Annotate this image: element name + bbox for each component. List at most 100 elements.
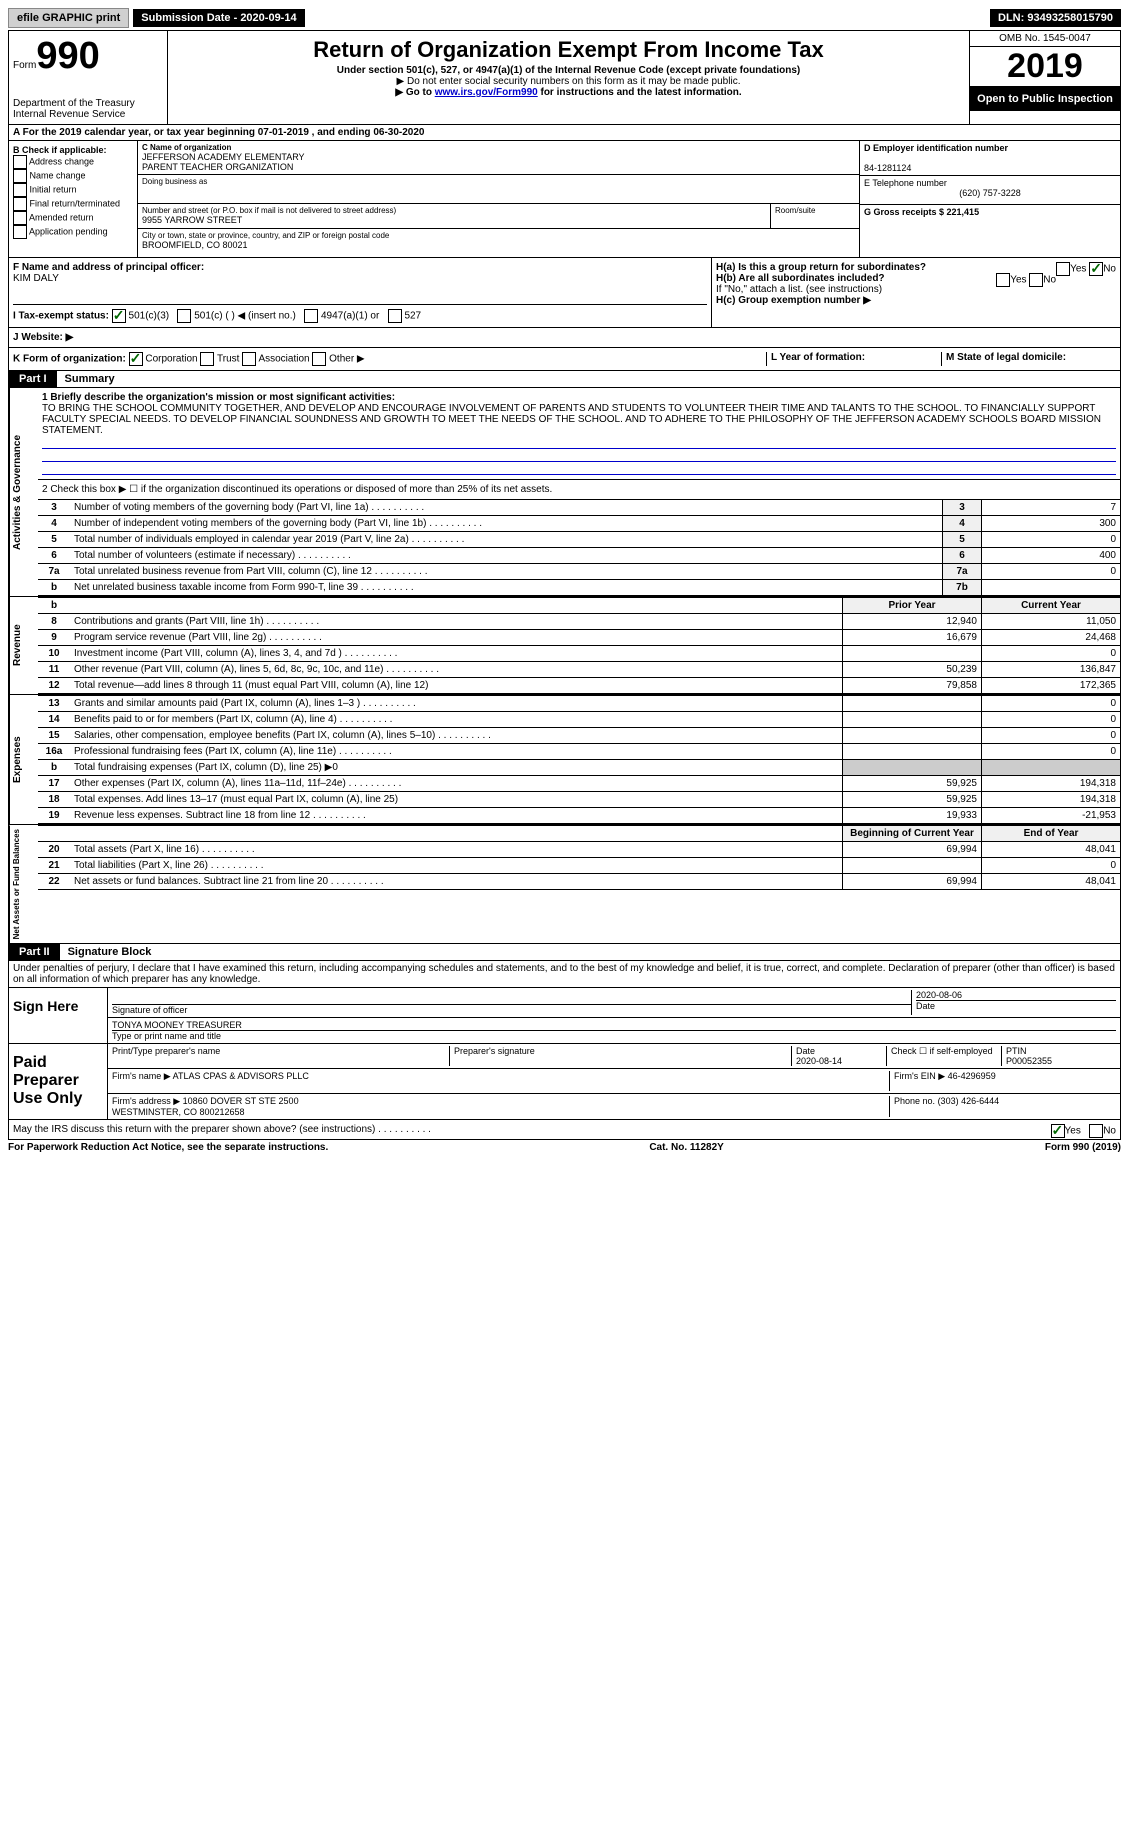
room-label: Room/suite xyxy=(775,206,855,215)
expenses-section: Expenses 13Grants and similar amounts pa… xyxy=(9,694,1120,824)
na-tab: Net Assets or Fund Balances xyxy=(9,825,38,943)
city-label: City or town, state or province, country… xyxy=(142,231,855,240)
table-row: 13Grants and similar amounts paid (Part … xyxy=(38,696,1120,712)
part1-label: Part I xyxy=(9,371,57,387)
hc-label: H(c) Group exemption number ▶ xyxy=(716,295,871,306)
officer-label: F Name and address of principal officer: xyxy=(13,262,204,273)
application-pending-checkbox[interactable] xyxy=(13,225,27,239)
prep-date-label: Date xyxy=(796,1046,815,1056)
org-name: JEFFERSON ACADEMY ELEMENTARY PARENT TEAC… xyxy=(142,152,855,172)
preparer-sig-label: Preparer's signature xyxy=(450,1046,792,1066)
name-change-label: Name change xyxy=(30,170,86,180)
form-header: Form990 Department of the Treasury Inter… xyxy=(9,31,1120,125)
part1-header: Part I Summary xyxy=(9,371,1120,388)
discuss-yes-checkbox[interactable] xyxy=(1051,1124,1065,1138)
col-deg: D Employer identification number 84-1281… xyxy=(859,141,1120,257)
form-title-block: Return of Organization Exempt From Incom… xyxy=(168,31,969,124)
self-employed-label: Check ☐ if self-employed xyxy=(887,1046,1002,1066)
501c3-checkbox[interactable] xyxy=(112,309,126,323)
501c-checkbox[interactable] xyxy=(177,309,191,323)
table-row: 7aTotal unrelated business revenue from … xyxy=(38,564,1120,580)
dba-label: Doing business as xyxy=(142,177,855,186)
corp-label: Corporation xyxy=(145,354,197,365)
table-row: 12Total revenue—add lines 8 through 11 (… xyxy=(38,678,1120,694)
net-assets-section: Net Assets or Fund Balances Beginning of… xyxy=(9,824,1120,943)
firm-name: ATLAS CPAS & ADVISORS PLLC xyxy=(173,1071,309,1081)
trust-label: Trust xyxy=(217,354,239,365)
ag-tab: Activities & Governance xyxy=(9,388,38,596)
ha-label: H(a) Is this a group return for subordin… xyxy=(716,262,926,273)
initial-return-checkbox[interactable] xyxy=(13,183,27,197)
part1-title: Summary xyxy=(57,371,123,387)
sign-here-label: Sign Here xyxy=(9,988,107,1043)
amended-return-checkbox[interactable] xyxy=(13,211,27,225)
firm-ein: 46-4296959 xyxy=(948,1071,996,1081)
final-return-checkbox[interactable] xyxy=(13,197,27,211)
phone-value: (620) 757-3228 xyxy=(864,188,1116,198)
firm-phone: (303) 426-6444 xyxy=(938,1096,1000,1106)
table-row: 11Other revenue (Part VIII, column (A), … xyxy=(38,662,1120,678)
ssn-warning: ▶ Do not enter social security numbers o… xyxy=(172,76,965,87)
final-return-label: Final return/terminated xyxy=(30,198,121,208)
activities-governance-section: Activities & Governance 1 Briefly descri… xyxy=(9,388,1120,596)
discuss-label: May the IRS discuss this return with the… xyxy=(13,1124,431,1135)
hb-no-checkbox[interactable] xyxy=(1029,273,1043,287)
sign-date-label: Date xyxy=(916,1000,1116,1011)
goto-suffix: for instructions and the latest informat… xyxy=(538,87,742,98)
amended-return-label: Amended return xyxy=(29,212,94,222)
revenue-table: bPrior YearCurrent Year 8Contributions a… xyxy=(38,597,1120,694)
assoc-label: Association xyxy=(258,354,309,365)
table-row: 21Total liabilities (Part X, line 26)0 xyxy=(38,858,1120,874)
prep-date: 2020-08-14 xyxy=(796,1056,842,1066)
assoc-checkbox[interactable] xyxy=(242,352,256,366)
dln: DLN: 93493258015790 xyxy=(990,9,1121,27)
perjury-text: Under penalties of perjury, I declare th… xyxy=(9,961,1120,987)
table-row: 6Total number of volunteers (estimate if… xyxy=(38,548,1120,564)
application-pending-label: Application pending xyxy=(29,226,108,236)
4947-label: 4947(a)(1) or xyxy=(321,311,379,322)
address-change-checkbox[interactable] xyxy=(13,155,27,169)
ha-no-checkbox[interactable] xyxy=(1089,262,1103,276)
part2-title: Signature Block xyxy=(60,944,160,960)
sign-here-section: Sign Here Signature of officer 2020-08-0… xyxy=(9,987,1120,1043)
m-label: M State of legal domicile: xyxy=(946,352,1066,363)
mission-text: TO BRING THE SCHOOL COMMUNITY TOGETHER, … xyxy=(42,403,1101,436)
revenue-section: Revenue bPrior YearCurrent Year 8Contrib… xyxy=(9,596,1120,694)
corp-checkbox[interactable] xyxy=(129,352,143,366)
initial-return-label: Initial return xyxy=(30,184,77,194)
irs-link[interactable]: www.irs.gov/Form990 xyxy=(435,87,538,98)
ha-yes-checkbox[interactable] xyxy=(1056,262,1070,276)
other-checkbox[interactable] xyxy=(312,352,326,366)
form-id-block: Form990 Department of the Treasury Inter… xyxy=(9,31,168,124)
efile-print-button[interactable]: efile GRAPHIC print xyxy=(8,8,129,28)
table-row: Beginning of Current YearEnd of Year xyxy=(38,826,1120,842)
table-row: 15Salaries, other compensation, employee… xyxy=(38,728,1120,744)
ein-value: 84-1281124 xyxy=(864,163,911,173)
table-row: 3Number of voting members of the governi… xyxy=(38,500,1120,516)
org-name-label: C Name of organization xyxy=(142,143,231,152)
discuss-no-checkbox[interactable] xyxy=(1089,1124,1103,1138)
ag-table: 3Number of voting members of the governi… xyxy=(38,499,1120,596)
submission-date: Submission Date - 2020-09-14 xyxy=(133,9,304,27)
officer-sig-label: Signature of officer xyxy=(112,1004,911,1015)
trust-checkbox[interactable] xyxy=(200,352,214,366)
sign-date: 2020-08-06 xyxy=(916,990,962,1000)
section-bcdefg: B Check if applicable: Address change Na… xyxy=(9,141,1120,258)
header-bar: efile GRAPHIC print Submission Date - 20… xyxy=(8,8,1121,28)
expenses-table: 13Grants and similar amounts paid (Part … xyxy=(38,695,1120,824)
form-label: Form xyxy=(13,60,36,71)
col-b: B Check if applicable: Address change Na… xyxy=(9,141,138,257)
table-row: 10Investment income (Part VIII, column (… xyxy=(38,646,1120,662)
4947-checkbox[interactable] xyxy=(304,309,318,323)
line1-label: 1 Briefly describe the organization's mi… xyxy=(42,392,395,403)
527-checkbox[interactable] xyxy=(388,309,402,323)
name-change-checkbox[interactable] xyxy=(13,169,27,183)
l-label: L Year of formation: xyxy=(771,352,865,363)
row-a: A For the 2019 calendar year, or tax yea… xyxy=(9,125,1120,141)
officer-name: KIM DALY xyxy=(13,273,59,284)
table-row: 8Contributions and grants (Part VIII, li… xyxy=(38,614,1120,630)
street-address: 9955 YARROW STREET xyxy=(142,215,766,225)
ein-label: D Employer identification number xyxy=(864,143,1008,153)
table-row: bTotal fundraising expenses (Part IX, co… xyxy=(38,760,1120,776)
hb-yes-checkbox[interactable] xyxy=(996,273,1010,287)
